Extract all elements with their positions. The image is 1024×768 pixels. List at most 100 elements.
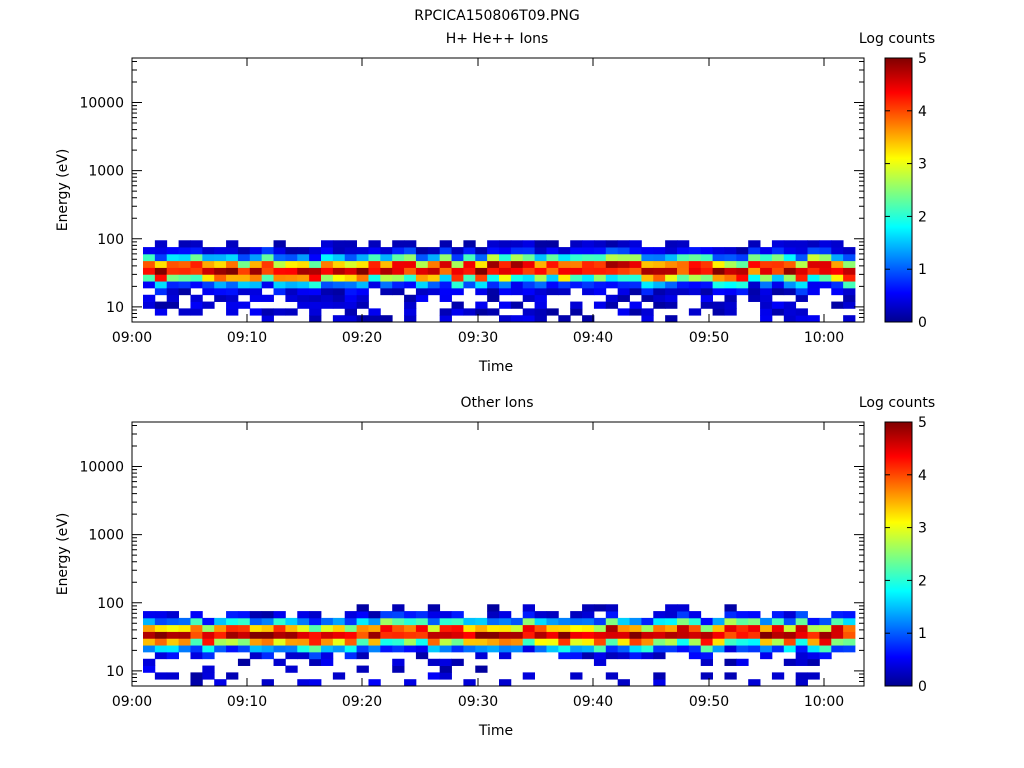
heatmap-cell: [273, 658, 286, 666]
heatmap-cell: [831, 301, 844, 309]
heatmap-cell: [617, 624, 630, 632]
heatmap-cell: [617, 617, 630, 626]
heatmap-cell: [404, 274, 417, 282]
heatmap-cell: [214, 294, 227, 302]
y-tick-label: 10000: [79, 460, 124, 476]
heatmap-cell: [582, 253, 595, 262]
heatmap-cell: [783, 611, 797, 619]
heatmap-cell: [273, 287, 286, 296]
heatmap-cell: [641, 267, 654, 275]
heatmap-cell: [831, 611, 844, 619]
heatmap-cell: [154, 274, 168, 282]
heatmap-cell: [237, 638, 251, 646]
heatmap-cell: [688, 631, 702, 639]
heatmap-cell: [166, 672, 179, 680]
heatmap-cell: [154, 287, 168, 296]
x-tick-label: 09:20: [342, 694, 382, 710]
heatmap-cell: [285, 281, 298, 289]
heatmap-cell: [463, 631, 476, 639]
heatmap-cell: [570, 651, 583, 660]
x-tick-label: 09:30: [458, 694, 498, 710]
heatmap-cell: [202, 672, 215, 680]
heatmap-cell: [380, 611, 393, 619]
heatmap-cell: [344, 617, 357, 626]
heatmap-cell: [344, 281, 357, 289]
x-tick-label: 09:40: [573, 694, 613, 710]
heatmap-cell: [736, 624, 749, 632]
heatmap-cell: [843, 247, 856, 255]
heatmap-cell: [617, 308, 630, 316]
heatmap-cell: [641, 253, 654, 262]
heatmap-cell: [415, 247, 429, 255]
heatmap-cell: [427, 604, 441, 612]
heatmap-cell: [712, 301, 725, 309]
x-axis-label: Time: [478, 359, 513, 375]
heatmap-cell: [582, 274, 595, 282]
heatmap-cell: [332, 645, 346, 653]
heatmap-cell: [712, 645, 725, 653]
heatmap-cell: [677, 617, 690, 626]
heatmap-cell: [510, 247, 524, 255]
heatmap-cell: [166, 638, 179, 646]
heatmap-cell: [166, 624, 179, 632]
colorbar-ticks: 0 1 2 3 4 5: [885, 415, 927, 695]
heatmap-cell: [665, 624, 678, 632]
heatmap-cell: [427, 260, 441, 268]
heatmap-cell: [688, 274, 702, 282]
heatmap-cell: [653, 281, 666, 289]
heatmap-cell: [593, 253, 607, 262]
heatmap-cell: [368, 611, 381, 619]
heatmap-cell: [321, 247, 334, 255]
heatmap-cell: [297, 281, 310, 289]
heatmap-cell: [570, 631, 583, 639]
heatmap-cell: [404, 611, 417, 619]
heatmap-cell: [771, 274, 785, 282]
heatmap-cell: [214, 247, 227, 255]
heatmap-cell: [605, 267, 619, 275]
heatmap-cell: [617, 253, 630, 262]
heatmap-cell: [404, 301, 417, 309]
heatmap-cell: [546, 308, 559, 316]
heatmap-cell: [249, 308, 263, 316]
heatmap-cell: [771, 624, 785, 632]
heatmap-cell: [451, 253, 464, 262]
heatmap-cell: [321, 253, 334, 262]
heatmap-cell: [356, 645, 369, 653]
heatmap-cell: [795, 315, 808, 323]
heatmap-cell: [641, 247, 654, 255]
heatmap-cell: [404, 281, 417, 289]
heatmap-cell: [190, 281, 203, 289]
heatmap-cell: [451, 624, 464, 632]
heatmap-cell: [665, 281, 678, 289]
heatmap-cell: [522, 315, 535, 323]
heatmap-cell: [783, 253, 797, 262]
y-tick-label: 10000: [79, 96, 124, 112]
heatmap-cell: [617, 281, 630, 289]
heatmap-cell: [392, 260, 405, 268]
heatmap-cell: [760, 638, 773, 646]
heatmap-cell: [475, 274, 488, 282]
heatmap-cell: [522, 253, 535, 262]
heatmap-cell: [665, 611, 678, 619]
heatmap-cell: [843, 611, 856, 619]
heatmap-cell: [463, 260, 476, 268]
heatmap-cell: [154, 617, 168, 626]
heatmap-cell: [665, 267, 678, 275]
heatmap-cell: [226, 240, 239, 248]
heatmap-cell: [795, 611, 808, 619]
heatmap-cell: [546, 645, 559, 653]
heatmap-cell: [249, 617, 263, 626]
heatmap-cell: [415, 611, 429, 619]
heatmap-cell: [641, 631, 654, 639]
heatmap-cell: [629, 260, 642, 268]
heatmap-cell: [368, 315, 381, 323]
heatmap-cell: [297, 294, 310, 302]
heatmap-cell: [404, 247, 417, 255]
heatmap-cell: [653, 624, 666, 632]
heatmap-cell: [831, 631, 844, 639]
heatmap-cell: [297, 679, 310, 687]
heatmap-cell: [724, 274, 737, 282]
heatmap-cell: [392, 267, 405, 275]
heatmap-cell: [309, 253, 322, 262]
heatmap-cell: [178, 617, 191, 626]
